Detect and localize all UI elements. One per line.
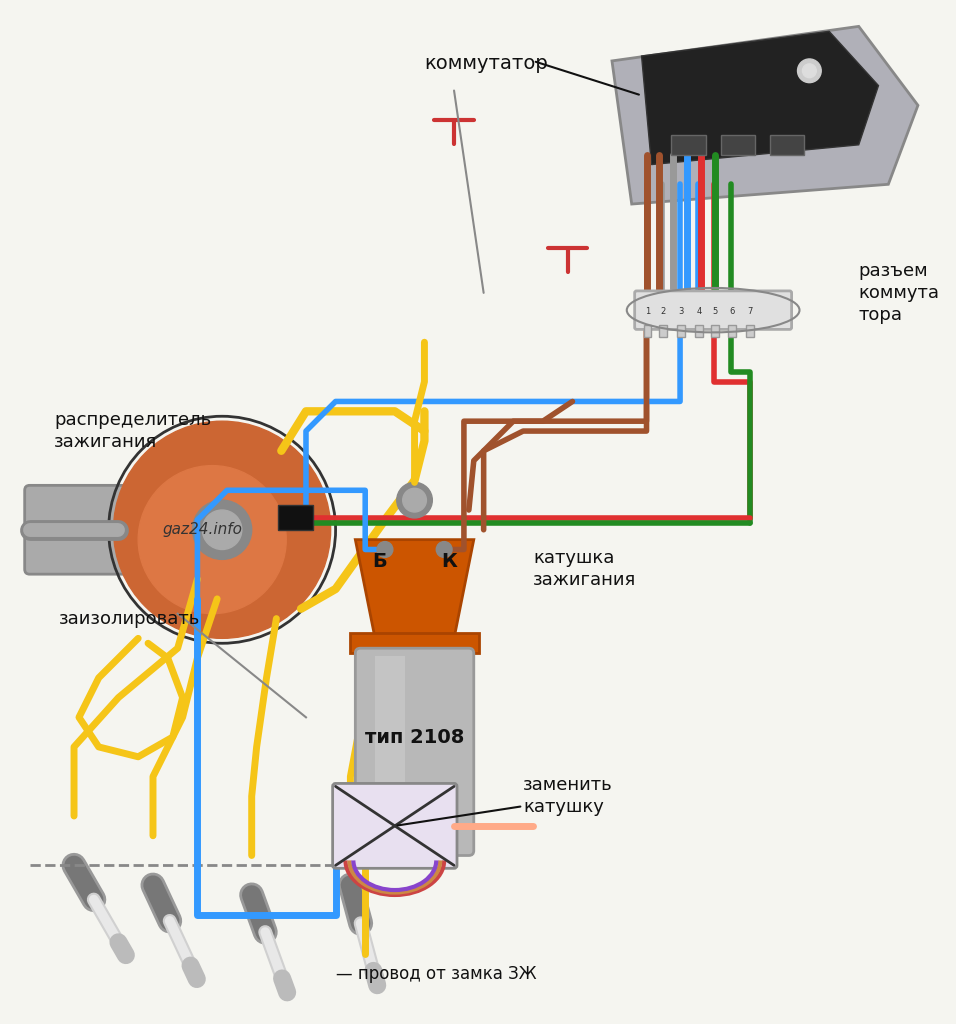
- Text: К: К: [441, 552, 457, 571]
- Bar: [677, 326, 685, 337]
- Circle shape: [397, 482, 432, 518]
- Text: 1: 1: [645, 307, 650, 316]
- Bar: [695, 326, 703, 337]
- Bar: [728, 326, 736, 337]
- Text: 6: 6: [729, 307, 735, 316]
- FancyBboxPatch shape: [356, 648, 474, 855]
- Circle shape: [802, 63, 816, 78]
- Text: тип 2108: тип 2108: [365, 727, 465, 746]
- Text: Б: Б: [373, 552, 387, 571]
- Bar: [747, 326, 754, 337]
- Polygon shape: [641, 32, 879, 165]
- Circle shape: [139, 466, 286, 613]
- Circle shape: [192, 500, 251, 559]
- Bar: [375, 656, 404, 848]
- Text: 5: 5: [712, 307, 717, 316]
- Text: 4: 4: [696, 307, 702, 316]
- Circle shape: [203, 510, 242, 550]
- Text: — провод от замка ЗЖ: — провод от замка ЗЖ: [336, 965, 536, 983]
- Text: gaz24.info: gaz24.info: [163, 522, 242, 538]
- Text: катушка
зажигания: катушка зажигания: [533, 549, 637, 590]
- Bar: [660, 326, 667, 337]
- Bar: [721, 135, 755, 155]
- Circle shape: [377, 542, 393, 557]
- Text: 3: 3: [679, 307, 684, 316]
- Bar: [710, 326, 719, 337]
- Text: заизолировать: заизолировать: [59, 609, 201, 628]
- Circle shape: [402, 488, 426, 512]
- Text: 7: 7: [748, 307, 752, 316]
- FancyBboxPatch shape: [635, 291, 792, 330]
- Text: разъем
коммута
тора: разъем коммута тора: [858, 262, 940, 324]
- Text: распределитель
зажигания: распределитель зажигания: [54, 411, 211, 452]
- Bar: [643, 326, 651, 337]
- Bar: [278, 505, 313, 529]
- Circle shape: [114, 421, 331, 638]
- Circle shape: [436, 542, 452, 557]
- Text: заменить
катушку: заменить катушку: [523, 776, 613, 816]
- Text: коммутатор: коммутатор: [424, 54, 548, 74]
- Text: 2: 2: [661, 307, 666, 316]
- Bar: [351, 634, 479, 653]
- Polygon shape: [612, 27, 918, 204]
- Polygon shape: [356, 540, 474, 638]
- Bar: [671, 135, 706, 155]
- FancyBboxPatch shape: [25, 485, 143, 574]
- FancyBboxPatch shape: [333, 783, 457, 868]
- Circle shape: [797, 59, 821, 83]
- Bar: [770, 135, 804, 155]
